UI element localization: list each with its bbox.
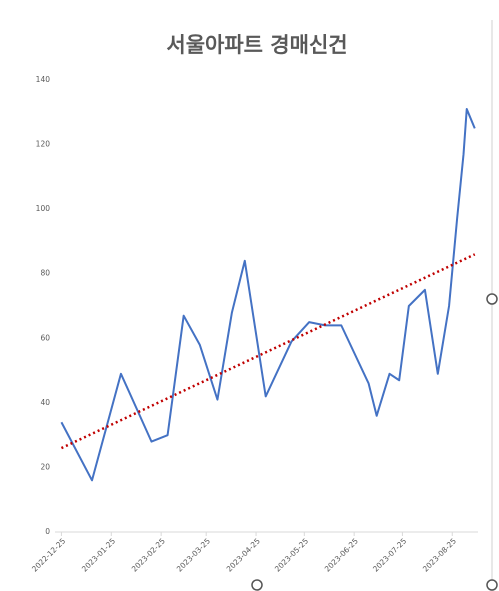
y-tick-label: 140 xyxy=(36,75,51,84)
resize-handle[interactable] xyxy=(486,293,498,305)
x-tick-label: 2023-07-25 xyxy=(371,536,408,573)
y-tick-label: 20 xyxy=(40,462,50,471)
resize-handle[interactable] xyxy=(251,579,263,591)
x-tick-label: 2023-04-25 xyxy=(225,536,262,573)
x-tick-label: 2023-05-25 xyxy=(273,536,310,573)
x-tick-label: 2023-03-25 xyxy=(175,536,212,573)
x-tick-label: 2023-02-25 xyxy=(130,536,167,573)
resize-handle[interactable] xyxy=(486,579,498,591)
x-tick-label: 2023-06-25 xyxy=(323,536,360,573)
trendline xyxy=(60,253,476,450)
y-tick-label: 0 xyxy=(45,527,50,536)
y-tick-label: 100 xyxy=(36,204,51,213)
chart-title: 서울아파트 경매신건 xyxy=(166,33,347,57)
y-tick-label: 60 xyxy=(40,333,50,342)
x-tick-label: 2022-12-25 xyxy=(30,536,67,573)
y-tick-label: 80 xyxy=(40,269,50,278)
x-tick-label: 2023-01-25 xyxy=(80,536,117,573)
y-tick-label: 120 xyxy=(36,140,51,149)
data-line xyxy=(60,108,476,482)
x-tick-label: 2023-08-25 xyxy=(421,536,458,573)
y-tick-label: 40 xyxy=(40,398,50,407)
